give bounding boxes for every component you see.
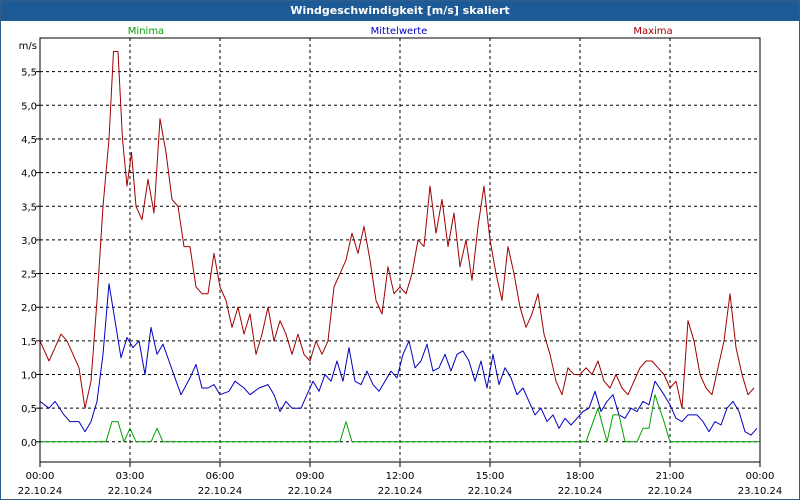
y-tick-label: 0,5 — [21, 404, 37, 415]
y-tick-label: 3,0 — [21, 236, 37, 247]
x-tick-time-label: 03:00 — [116, 471, 145, 482]
series-line-mittelwerte — [39, 283, 758, 436]
x-tick-date-label: 22.10.24 — [18, 486, 63, 497]
y-tick-label: 5,5 — [21, 68, 37, 79]
x-tick-time-label: 06:00 — [206, 471, 235, 482]
legend-entry-mittelwerte: Mittelwerte — [371, 26, 428, 37]
series-line-minima — [40, 394, 760, 443]
x-axis: 00:00 22.10.24 03:00 22.10.24 06:00 22.10.24 0… — [18, 462, 783, 497]
legend: Minima Mittelwerte Maxima — [128, 26, 673, 37]
x-tick-date-label: 22.10.24 — [468, 486, 513, 497]
legend-entry-minima: Minima — [128, 26, 164, 37]
y-tick-label: 5,0 — [21, 101, 37, 112]
x-tick-time-label: 15:00 — [476, 471, 505, 482]
x-tick-date-label: 22.10.24 — [288, 486, 333, 497]
series-lines — [39, 51, 760, 443]
x-tick-time-label: 00:00 — [746, 471, 775, 482]
x-tick-time-label: 18:00 — [566, 471, 595, 482]
y-axis: 0,0 0,5 1,0 1,5 2,0 2,5 3,0 3,5 4,0 4,5 5,0 5,5 — [21, 68, 40, 449]
gridlines — [40, 38, 760, 462]
y-axis-label: m/s — [19, 41, 37, 52]
y-tick-label: 2,0 — [21, 303, 37, 314]
y-tick-label: 1,0 — [21, 371, 37, 382]
x-tick-time-label: 09:00 — [296, 471, 325, 482]
y-tick-label: 4,0 — [21, 169, 37, 180]
y-tick-label: 1,5 — [21, 337, 37, 348]
x-tick-time-label: 21:00 — [656, 471, 685, 482]
x-tick-time-label: 00:00 — [26, 471, 55, 482]
x-tick-date-label: 22.10.24 — [198, 486, 243, 497]
x-tick-date-label: 22.10.24 — [378, 486, 423, 497]
x-tick-date-label: 22.10.24 — [558, 486, 603, 497]
legend-entry-maxima: Maxima — [633, 26, 672, 37]
y-tick-label: 4,5 — [21, 135, 37, 146]
y-tick-label: 2,5 — [21, 270, 37, 281]
x-tick-date-label: 22.10.24 — [648, 486, 693, 497]
series-line-maxima — [39, 51, 755, 409]
window-title: Windgeschwindigkeit [m/s] skaliert — [1, 1, 799, 21]
y-tick-label: 0,0 — [21, 438, 37, 449]
y-tick-label: 3,5 — [21, 202, 37, 213]
x-tick-date-label: 23.10.24 — [738, 486, 783, 497]
x-tick-time-label: 12:00 — [386, 471, 415, 482]
x-tick-date-label: 22.10.24 — [108, 486, 153, 497]
